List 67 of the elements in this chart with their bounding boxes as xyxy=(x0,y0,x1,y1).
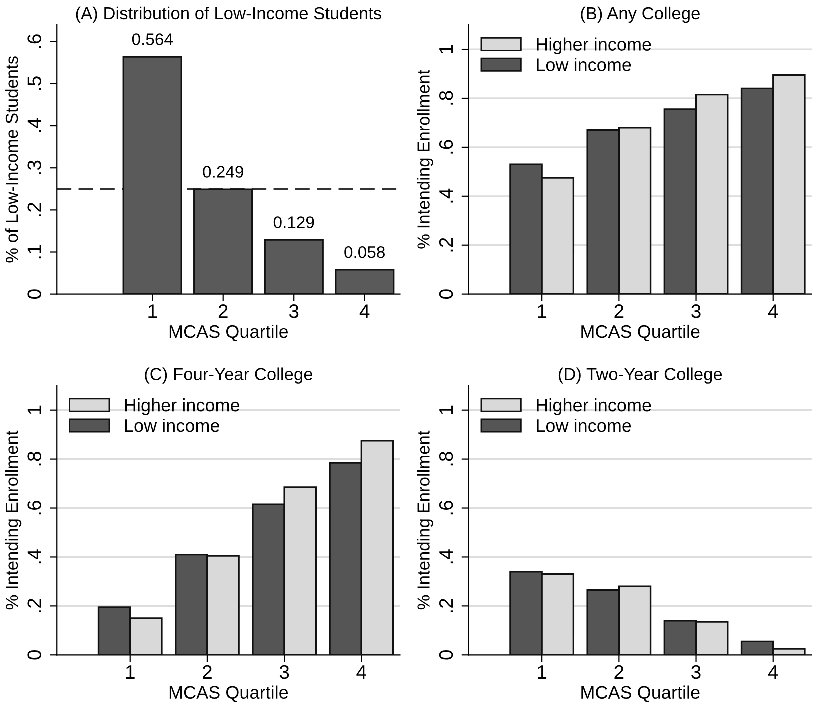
bar xyxy=(264,239,324,294)
chart-title: (C) Four-Year College xyxy=(145,368,312,384)
x-tick-label: 3 xyxy=(692,304,701,318)
y-axis-title: % Intending Enrollment xyxy=(5,430,22,610)
legend-label: Low income xyxy=(537,58,632,72)
legend-label: Higher income xyxy=(537,38,652,55)
y-tick-label: .4 xyxy=(28,118,42,132)
x-tick-label: 1 xyxy=(126,666,135,679)
y-axis-title: % of Low-Income Students xyxy=(5,56,18,263)
y-tick-label: .2 xyxy=(439,238,453,252)
y-tick-label: .2 xyxy=(439,599,453,613)
x-axis-title: MCAS Quartile xyxy=(170,686,288,702)
y-tick-label: .2 xyxy=(28,203,42,217)
x-tick-label: 4 xyxy=(768,304,778,318)
x-axis-title: MCAS Quartile xyxy=(582,324,700,342)
x-tick-label: 2 xyxy=(614,665,624,679)
y-tick-label: .4 xyxy=(440,188,453,203)
y-tick-label: .2 xyxy=(28,599,42,613)
x-tick-label: 2 xyxy=(218,304,228,318)
y-tick-label: .6 xyxy=(439,140,454,154)
x-tick-label: 4 xyxy=(768,666,778,679)
x-tick-label: 4 xyxy=(356,666,366,679)
x-tick-label: 2 xyxy=(614,304,624,318)
x-tick-label: 3 xyxy=(692,665,701,680)
y-tick-label: .4 xyxy=(440,550,453,564)
data-label: 0.564 xyxy=(132,34,173,46)
x-tick-label: 1 xyxy=(538,666,547,679)
y-tick-label: .4 xyxy=(28,550,42,564)
y-axis-title: % Intending Enrollment xyxy=(417,70,434,249)
bar xyxy=(335,269,395,294)
data-label: 0.129 xyxy=(274,216,314,228)
x-axis-title: MCAS Quartile xyxy=(170,324,288,342)
x-tick-label: 1 xyxy=(538,304,547,318)
x-axis-title: MCAS Quartile xyxy=(582,686,700,702)
x-tick-label: 1 xyxy=(148,304,158,318)
y-tick-label: .3 xyxy=(28,160,42,174)
y-tick-label: 0 xyxy=(439,650,454,660)
bar xyxy=(122,56,182,294)
legend-label: Higher income xyxy=(537,398,652,416)
x-tick-label: 3 xyxy=(280,665,290,680)
legend-label: Low income xyxy=(125,418,220,432)
y-tick-label: .6 xyxy=(28,34,42,48)
chart-title: (D) Two-Year College xyxy=(558,368,722,384)
y-tick-label: 0 xyxy=(28,650,42,660)
y-tick-label: .8 xyxy=(28,452,42,466)
data-label: 0.249 xyxy=(203,166,244,178)
chart-title: (B) Any College xyxy=(581,6,700,24)
y-tick-label: 0 xyxy=(28,290,42,299)
y-axis-title: % Intending Enrollment xyxy=(417,430,434,610)
y-tick-label: .6 xyxy=(28,501,42,515)
y-tick-label: .1 xyxy=(28,245,42,259)
x-tick-label: 2 xyxy=(203,665,212,679)
x-tick-label: 4 xyxy=(360,304,370,318)
legend-label: Low income xyxy=(537,418,632,432)
bar xyxy=(194,188,254,294)
y-tick-label: 1 xyxy=(440,45,453,54)
y-tick-label: 1 xyxy=(440,406,453,414)
y-tick-label: .5 xyxy=(28,76,42,90)
y-tick-label: 0 xyxy=(439,290,454,299)
y-tick-label: .8 xyxy=(439,452,454,466)
data-label: 0.058 xyxy=(344,246,385,258)
y-tick-label: .8 xyxy=(439,91,454,105)
chart-title: (A) Distribution of Low-Income Students xyxy=(76,6,382,24)
y-tick-label: .6 xyxy=(439,501,454,515)
legend-label: Higher income xyxy=(125,398,240,416)
y-tick-label: 1 xyxy=(28,406,42,414)
x-tick-label: 3 xyxy=(289,304,299,318)
